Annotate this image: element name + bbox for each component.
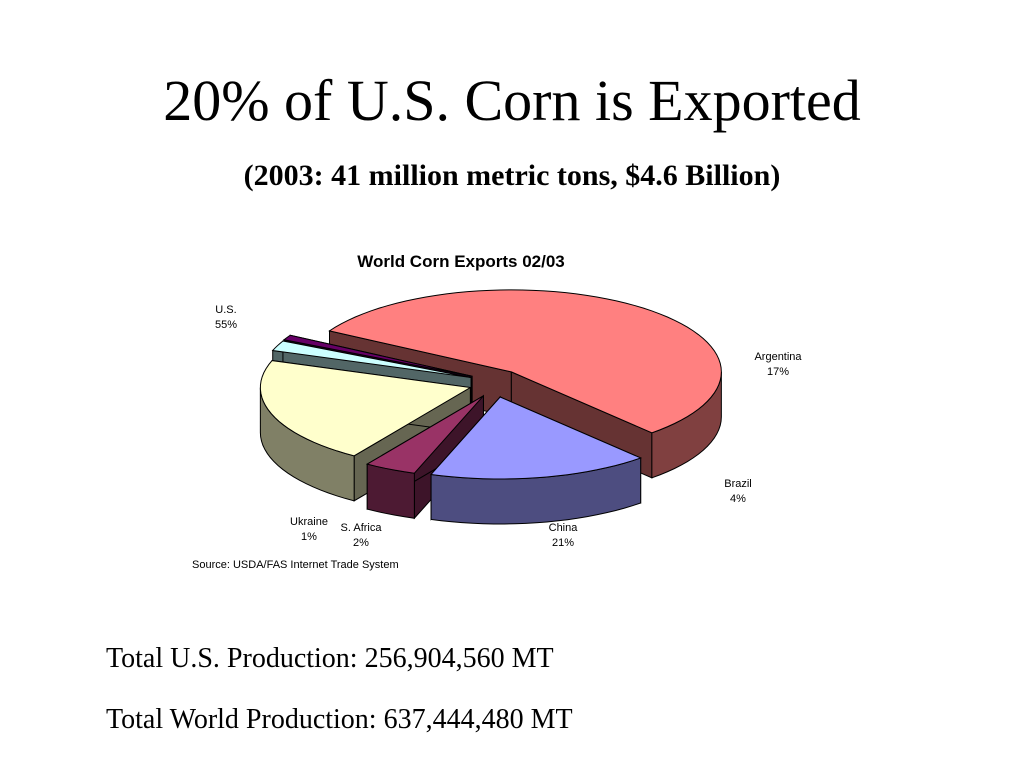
pie-slice-china-top [259, 360, 472, 457]
pie-slice-argentina [430, 395, 643, 525]
pie-slice-argentina-top [430, 396, 643, 480]
pie-value-argentina: 17% [767, 366, 789, 378]
pie-labels: U.S. 55% Argentina 17% Brazil 4% China 21% S. Af… [215, 304, 802, 549]
pie-label-s-africa: S. Africa [341, 522, 383, 534]
pie-slices [259, 289, 722, 525]
chart-title: World Corn Exports 02/03 [357, 252, 565, 271]
pie-label-argentina: Argentina [754, 351, 802, 363]
pie-slice-u-s-top [328, 289, 722, 434]
pie-label-china: China [549, 522, 579, 534]
pie-value-s-africa: 2% [353, 537, 369, 549]
chart-source: Source: USDA/FAS Internet Trade System [192, 559, 399, 571]
pie-label-ukraine: Ukraine [290, 516, 328, 528]
pie-label-u-s: U.S. [215, 304, 236, 316]
stat-world-production: Total World Production: 637,444,480 MT [106, 704, 573, 735]
pie-value-u-s: 55% [215, 319, 237, 331]
slide-title: 20% of U.S. Corn is Exported [163, 68, 861, 133]
slide-subtitle: (2003: 41 million metric tons, $4.6 Bill… [243, 159, 781, 192]
stat-us-production: Total U.S. Production: 256,904,560 MT [106, 643, 554, 674]
pie-slice-brazil-top [365, 395, 484, 474]
pie-value-brazil: 4% [730, 493, 746, 505]
pie-value-ukraine: 1% [301, 531, 317, 543]
pie-slice-ukraine-top [282, 334, 473, 377]
pie-label-brazil: Brazil [724, 478, 752, 490]
pie-chart: World Corn Exports 02/03 U.S. 55% Argentin… [192, 252, 802, 571]
pie-slice-s-africa-top [271, 340, 472, 378]
pie-value-china: 21% [552, 537, 574, 549]
